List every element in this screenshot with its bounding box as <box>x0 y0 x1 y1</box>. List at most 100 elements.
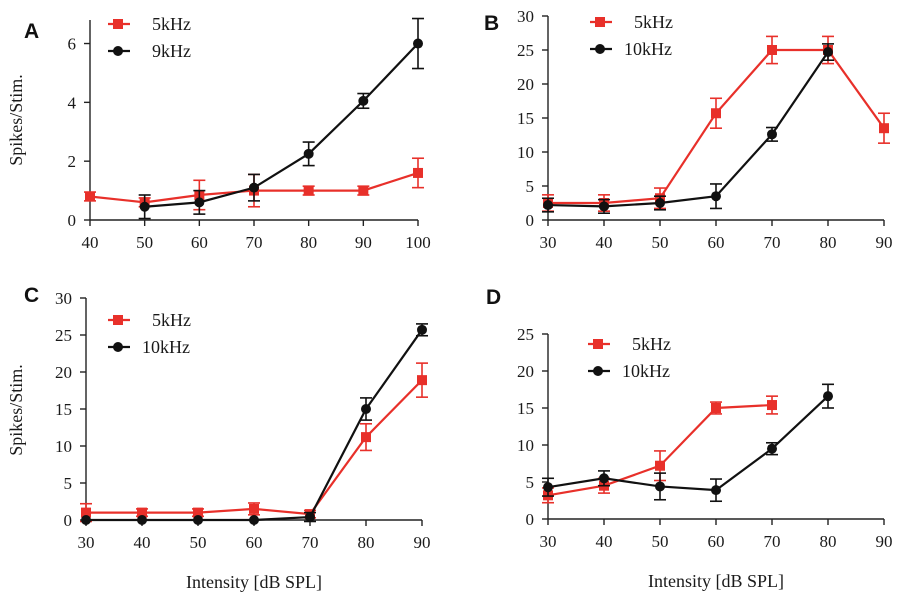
panel-d-series-10khz-point <box>655 481 665 492</box>
panel-d-y-tick-label: 20 <box>517 362 534 381</box>
panel-d-series-10khz-point <box>543 482 553 493</box>
panel-b-y-tick-label: 30 <box>517 7 534 26</box>
panel-c-y-tick-label: 0 <box>64 511 73 530</box>
panel-d-legend-marker <box>593 366 603 376</box>
panel-a-series-9khz-point <box>413 38 423 49</box>
panel-c-series-10khz-point <box>81 515 91 525</box>
panel-d-x-tick-label: 50 <box>652 532 669 551</box>
panel-d-series-5khz-point <box>767 400 777 411</box>
panel-a-y-tick-label: 6 <box>68 35 77 54</box>
panel-b-legend-label: 5kHz <box>634 12 673 32</box>
panel-a-series-9khz-point <box>303 148 314 159</box>
panel-d-y-tick-label: 15 <box>517 399 534 418</box>
panel-c-series-10khz-point <box>193 515 203 525</box>
panel-a-letter: A <box>24 20 39 43</box>
panel-a-series-9khz-point <box>194 197 205 208</box>
panel-a-series-9khz-point <box>139 201 150 212</box>
panel-b-y-tick-label: 25 <box>517 41 534 60</box>
panel-b-y-tick-label: 5 <box>526 177 535 196</box>
panel-a-x-tick-label: 70 <box>246 233 263 252</box>
panel-a-legend-marker <box>113 46 123 56</box>
panel-b-series-10khz-point <box>599 201 609 212</box>
panel-c-series-5khz-point <box>361 432 371 443</box>
panel-c-series-5khz-point <box>137 507 147 518</box>
panel-d-y-tick-label: 10 <box>517 436 534 455</box>
panel-a-series-5khz-point <box>303 185 314 196</box>
panel-a-y-axis-title: Spikes/Stim. <box>6 74 26 166</box>
panel-c-series-10khz-point <box>417 324 427 335</box>
panel-a-y-tick-label: 4 <box>68 93 77 112</box>
panel-b-series-10khz-point <box>655 198 665 208</box>
panel-c-y-axis-title: Spikes/Stim. <box>6 364 26 456</box>
panel-c-series-5khz-point <box>193 507 203 518</box>
panel-c-y-tick-label: 20 <box>55 363 72 382</box>
panel-a-x-tick-label: 90 <box>355 233 372 252</box>
panel-c-x-tick-label: 90 <box>414 533 431 552</box>
panel-d-series-10khz-point <box>599 473 609 484</box>
panel-d: D 30 40 50 60 70 80 90 0 5 10 15 20 25 Intensity [dB S… <box>486 286 893 591</box>
panel-c-legend-label: 10kHz <box>142 337 190 357</box>
panel-b-x-tick-label: 30 <box>540 233 557 252</box>
panel-d-y-tick-label: 25 <box>517 325 534 344</box>
panel-b-series-5khz-point <box>767 45 777 55</box>
panel-d-legend-label: 10kHz <box>622 361 670 381</box>
panel-c-x-tick-label: 30 <box>78 533 95 552</box>
panel-d-series-5khz-point <box>711 403 721 413</box>
panel-c-series-5khz-point <box>249 503 259 514</box>
panel-b-y-tick-label: 10 <box>517 143 534 162</box>
panel-a-series-5khz-point <box>85 191 95 202</box>
panel-b-series-5khz-point <box>711 108 721 119</box>
panel-c: C 30 40 50 60 70 80 90 0 5 10 15 20 25 30 Spikes/Stim. I… <box>6 284 431 592</box>
panel-d-x-tick-label: 90 <box>876 532 893 551</box>
panel-a-x-tick-label: 40 <box>82 233 99 252</box>
panel-b-y-tick-label: 20 <box>517 75 534 94</box>
panel-d-legend-marker <box>593 339 603 349</box>
panel-c-x-tick-label: 50 <box>190 533 207 552</box>
panel-c-series-10khz-line <box>86 329 423 522</box>
panel-b-x-tick-label: 40 <box>596 233 613 252</box>
panel-c-legend-marker <box>113 315 123 325</box>
panel-b-x-tick-label: 70 <box>764 233 781 252</box>
panel-c-x-tick-label: 60 <box>246 533 263 552</box>
panel-d-legend-label: 5kHz <box>632 334 671 354</box>
panel-c-y-tick-label: 15 <box>55 400 72 419</box>
panel-b-y-tick-label: 0 <box>526 211 535 230</box>
panel-c-series-5khz-point <box>417 375 427 386</box>
panel-c-letter: C <box>24 284 39 307</box>
panel-a-legend-marker <box>113 19 123 29</box>
panel-b-legend-label: 10kHz <box>624 39 672 59</box>
panel-c-y-tick-label: 10 <box>55 437 72 456</box>
panel-c-series-10khz-point <box>137 515 147 525</box>
panel-c-legend-label: 5kHz <box>152 310 191 330</box>
panel-b-x-tick-label: 90 <box>876 233 893 252</box>
panel-a: A 40 50 60 70 80 90 100 0 2 4 6 Spikes/Stim. 5kHz 9kHz <box>6 14 431 252</box>
panel-b-y-tick-label: 15 <box>517 109 534 128</box>
panel-d-y-tick-label: 0 <box>526 510 535 529</box>
panel-b-series-10khz-point <box>543 200 553 211</box>
panel-c-x-tick-label: 80 <box>358 533 375 552</box>
panel-b-series-10khz-point <box>823 47 833 58</box>
panel-b-x-tick-label: 80 <box>820 233 837 252</box>
panel-d-x-tick-label: 30 <box>540 532 557 551</box>
panel-d-series-10khz-point <box>711 485 721 496</box>
panel-d-x-axis-title: Intensity [dB SPL] <box>648 571 784 591</box>
panel-c-y-tick-label: 5 <box>64 474 73 493</box>
panel-d-x-tick-label: 80 <box>820 532 837 551</box>
panel-b-series-5khz-point <box>879 123 889 134</box>
panel-a-legend-label: 9kHz <box>152 41 191 61</box>
panel-a-y-tick-label: 0 <box>68 211 77 230</box>
panel-d-x-tick-label: 70 <box>764 532 781 551</box>
panel-a-x-tick-label: 100 <box>405 233 431 252</box>
panel-c-legend-marker <box>113 342 123 352</box>
panel-d-x-tick-label: 40 <box>596 532 613 551</box>
panel-d-series-10khz-line <box>547 395 829 492</box>
panel-a-series-9khz-point <box>358 95 369 106</box>
panel-b-x-tick-label: 50 <box>652 233 669 252</box>
panel-a-series-5khz-point <box>358 185 369 196</box>
panel-a-series-9khz-line <box>144 42 419 208</box>
panel-b-letter: B <box>484 12 499 35</box>
panel-c-y-tick-label: 25 <box>55 326 72 345</box>
panel-d-letter: D <box>486 286 501 309</box>
panel-c-x-axis-title: Intensity [dB SPL] <box>186 572 322 592</box>
